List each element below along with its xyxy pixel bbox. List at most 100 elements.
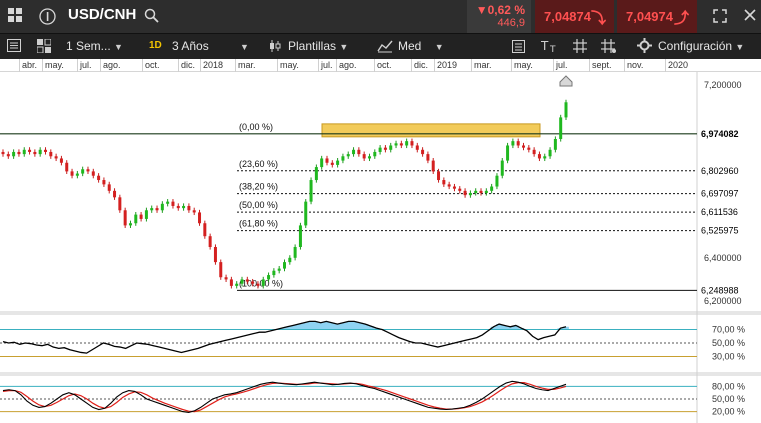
candle-body	[198, 212, 202, 224]
candle-body	[320, 158, 324, 168]
candle-body	[12, 151, 16, 157]
timeframe-select[interactable]: 1 Sem... ▼	[66, 38, 123, 55]
settings-select[interactable]: Configuración ▼	[658, 38, 744, 55]
candle-body	[474, 190, 478, 193]
candle-body	[86, 169, 90, 172]
buy-price-button[interactable]: 7,04974 ⤴	[617, 0, 697, 33]
candle-body	[548, 149, 552, 157]
time-axis-tick	[200, 59, 201, 72]
time-axis-tick	[589, 59, 590, 72]
drawing-grid-icon[interactable]	[601, 39, 617, 57]
candle-body	[500, 160, 504, 176]
chevron-down-icon: ▼	[114, 42, 123, 52]
fibonacci-level-label: (50,00 %)	[239, 200, 278, 210]
svg-text:T: T	[549, 45, 556, 53]
candle-body	[155, 208, 159, 211]
expand-icon[interactable]	[712, 9, 728, 27]
search-icon[interactable]	[143, 8, 159, 27]
candle-body	[65, 162, 69, 172]
time-axis-label: jul.	[321, 60, 333, 70]
candle-body	[219, 262, 223, 278]
candle-body	[144, 210, 148, 219]
candle-body	[511, 141, 515, 146]
time-axis-label: mar.	[474, 60, 492, 70]
candle-body	[537, 154, 541, 159]
candle-body	[405, 141, 409, 146]
price-tag: 6,525975	[701, 226, 739, 236]
range-select[interactable]: 3 Años ▼	[172, 38, 249, 55]
candle-body	[325, 158, 329, 163]
timeframe-label: 1 Sem...	[66, 39, 111, 53]
rsi-level-label: 70,00 %	[712, 325, 745, 335]
candle-body	[298, 225, 302, 247]
info-icon[interactable]	[38, 8, 56, 29]
crosshair-icon[interactable]	[573, 39, 587, 57]
candle-body	[261, 279, 265, 286]
candle-body	[283, 262, 286, 269]
price-tag: 6,974082	[701, 129, 739, 139]
style-select[interactable]: Med ▼	[398, 38, 444, 55]
instrument-header: USD/CNH ▼0,62 % 446,9 7,04874 ⤵ 7,04974 …	[0, 0, 761, 33]
daily-change: ▼0,62 % 446,9	[467, 0, 531, 33]
candle-body	[70, 171, 74, 176]
candle-body	[251, 281, 255, 284]
candle-body	[564, 102, 568, 118]
candle-body	[187, 205, 191, 211]
price-tag: 6,611536	[701, 207, 738, 217]
sell-price: 7,04874	[544, 9, 591, 24]
close-icon[interactable]	[742, 9, 758, 25]
candle-body	[150, 208, 154, 211]
price-tag: 6,248988	[701, 285, 739, 295]
candle-body	[192, 210, 196, 213]
candle-body	[458, 188, 462, 191]
time-axis-label: 2020	[668, 60, 689, 70]
buy-price: 7,04974	[626, 9, 673, 24]
templates-select[interactable]: Plantillas ▼	[288, 38, 348, 55]
time-axis-label: may.	[280, 60, 299, 70]
range-badge[interactable]: 1D	[149, 40, 162, 51]
grid-icon[interactable]	[7, 8, 23, 26]
panel-separator	[0, 372, 761, 376]
candle-body	[256, 283, 260, 286]
time-axis-tick	[553, 59, 554, 72]
fibonacci-level-label: (100,00 %)	[239, 278, 283, 288]
price-tag: 6,802960	[701, 166, 739, 176]
candle-body	[139, 214, 143, 219]
candle-body	[553, 139, 557, 150]
time-axis-label: oct.	[377, 60, 392, 70]
clipboard-icon[interactable]	[512, 39, 525, 57]
sell-price-button[interactable]: 7,04874 ⤵	[535, 0, 614, 33]
time-axis-tick	[100, 59, 101, 72]
time-axis-tick	[374, 59, 375, 72]
candle-body	[346, 154, 350, 157]
time-axis-tick	[178, 59, 179, 72]
indicators-icon[interactable]	[377, 39, 393, 57]
candle-body	[49, 151, 53, 157]
candle-body	[1, 151, 5, 155]
candle-body	[277, 268, 281, 271]
candle-body	[373, 151, 377, 157]
candle-body	[245, 279, 249, 282]
time-axis-label: dic.	[414, 60, 429, 70]
candle-body	[362, 154, 366, 159]
stochastic-level-label: 80,00 %	[712, 381, 745, 391]
rsi-level-label: 30,00 %	[712, 352, 745, 362]
candle-body	[208, 236, 212, 247]
price-up-arrow-icon: ⤴	[673, 10, 689, 27]
change-percent: ▼0,62 %	[475, 3, 525, 17]
price-axis-label: 6,200000	[704, 296, 742, 306]
time-axis-tick	[434, 59, 435, 72]
candle-body	[495, 175, 499, 187]
candle-body	[415, 145, 419, 150]
gear-icon[interactable]	[637, 38, 652, 57]
instrument-symbol[interactable]: USD/CNH	[68, 6, 137, 23]
candlestick-icon[interactable]	[268, 39, 282, 57]
candle-body	[378, 147, 382, 152]
menu-icon[interactable]	[7, 39, 21, 56]
candle-body	[171, 201, 175, 206]
candle-body	[59, 158, 63, 163]
rsi-level-label: 50,00 %	[712, 338, 745, 348]
candle-body	[383, 147, 387, 150]
